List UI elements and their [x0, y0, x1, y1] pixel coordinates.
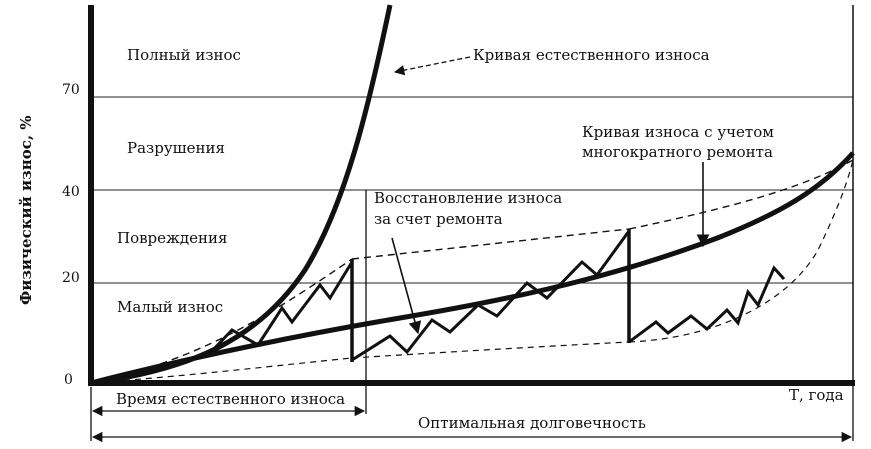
zone-full-wear: Полный износ: [127, 46, 241, 64]
natural-curve-label: Кривая естественного износа: [473, 46, 710, 64]
zone-destruction: Разрушения: [127, 139, 225, 157]
restoration-pointer: [391, 237, 422, 335]
optimal-life-dimension: [90, 383, 854, 443]
zigzag-segment-2: [351, 230, 631, 362]
envelope-upper-3: [628, 159, 854, 230]
zigzag-segment-1: [208, 261, 354, 355]
y-tick-0: 0: [64, 372, 73, 388]
optimal-life-label: Оптимальная долговечность: [418, 414, 646, 432]
repair-curve-label-line1: Кривая износа с учетом: [582, 123, 774, 141]
zone-damage: Повреждения: [117, 229, 227, 247]
zigzag-wear: [208, 230, 786, 362]
envelope-lower-1: [90, 357, 353, 384]
annotations: Кривая естественного износа Кривая износ…: [374, 46, 774, 335]
zone-minor-wear: Малый износ: [117, 298, 223, 316]
y-tick-40: 40: [62, 184, 80, 200]
x-axis-label: Т, года: [789, 386, 844, 404]
envelope-lower-2: [351, 341, 630, 359]
restoration-label-line2: за счет ремонта: [374, 210, 503, 228]
repair-wear-curve: [90, 151, 855, 386]
natural-curve-pointer: [393, 56, 471, 76]
zigzag-segment-3: [628, 265, 786, 344]
envelope-upper-2: [351, 228, 630, 260]
envelope-upper-1: [90, 258, 353, 384]
repair-drops: [350, 229, 631, 362]
restoration-label-line1: Восстановление износа: [374, 189, 562, 207]
y-axis-label: Физический износ, %: [17, 115, 35, 305]
repair-curve-label-line2: многократного ремонта: [582, 143, 773, 161]
gridlines: [91, 96, 853, 284]
y-ticks: 70 40 20 0: [62, 82, 80, 388]
axes: [88, 5, 855, 386]
y-tick-70: 70: [62, 82, 80, 98]
y-tick-20: 20: [62, 270, 80, 286]
natural-time-dimension: [90, 190, 367, 417]
zone-labels: Полный износ Разрушения Повреждения Малы…: [117, 46, 241, 316]
natural-time-label: Время естественного износа: [116, 390, 345, 408]
